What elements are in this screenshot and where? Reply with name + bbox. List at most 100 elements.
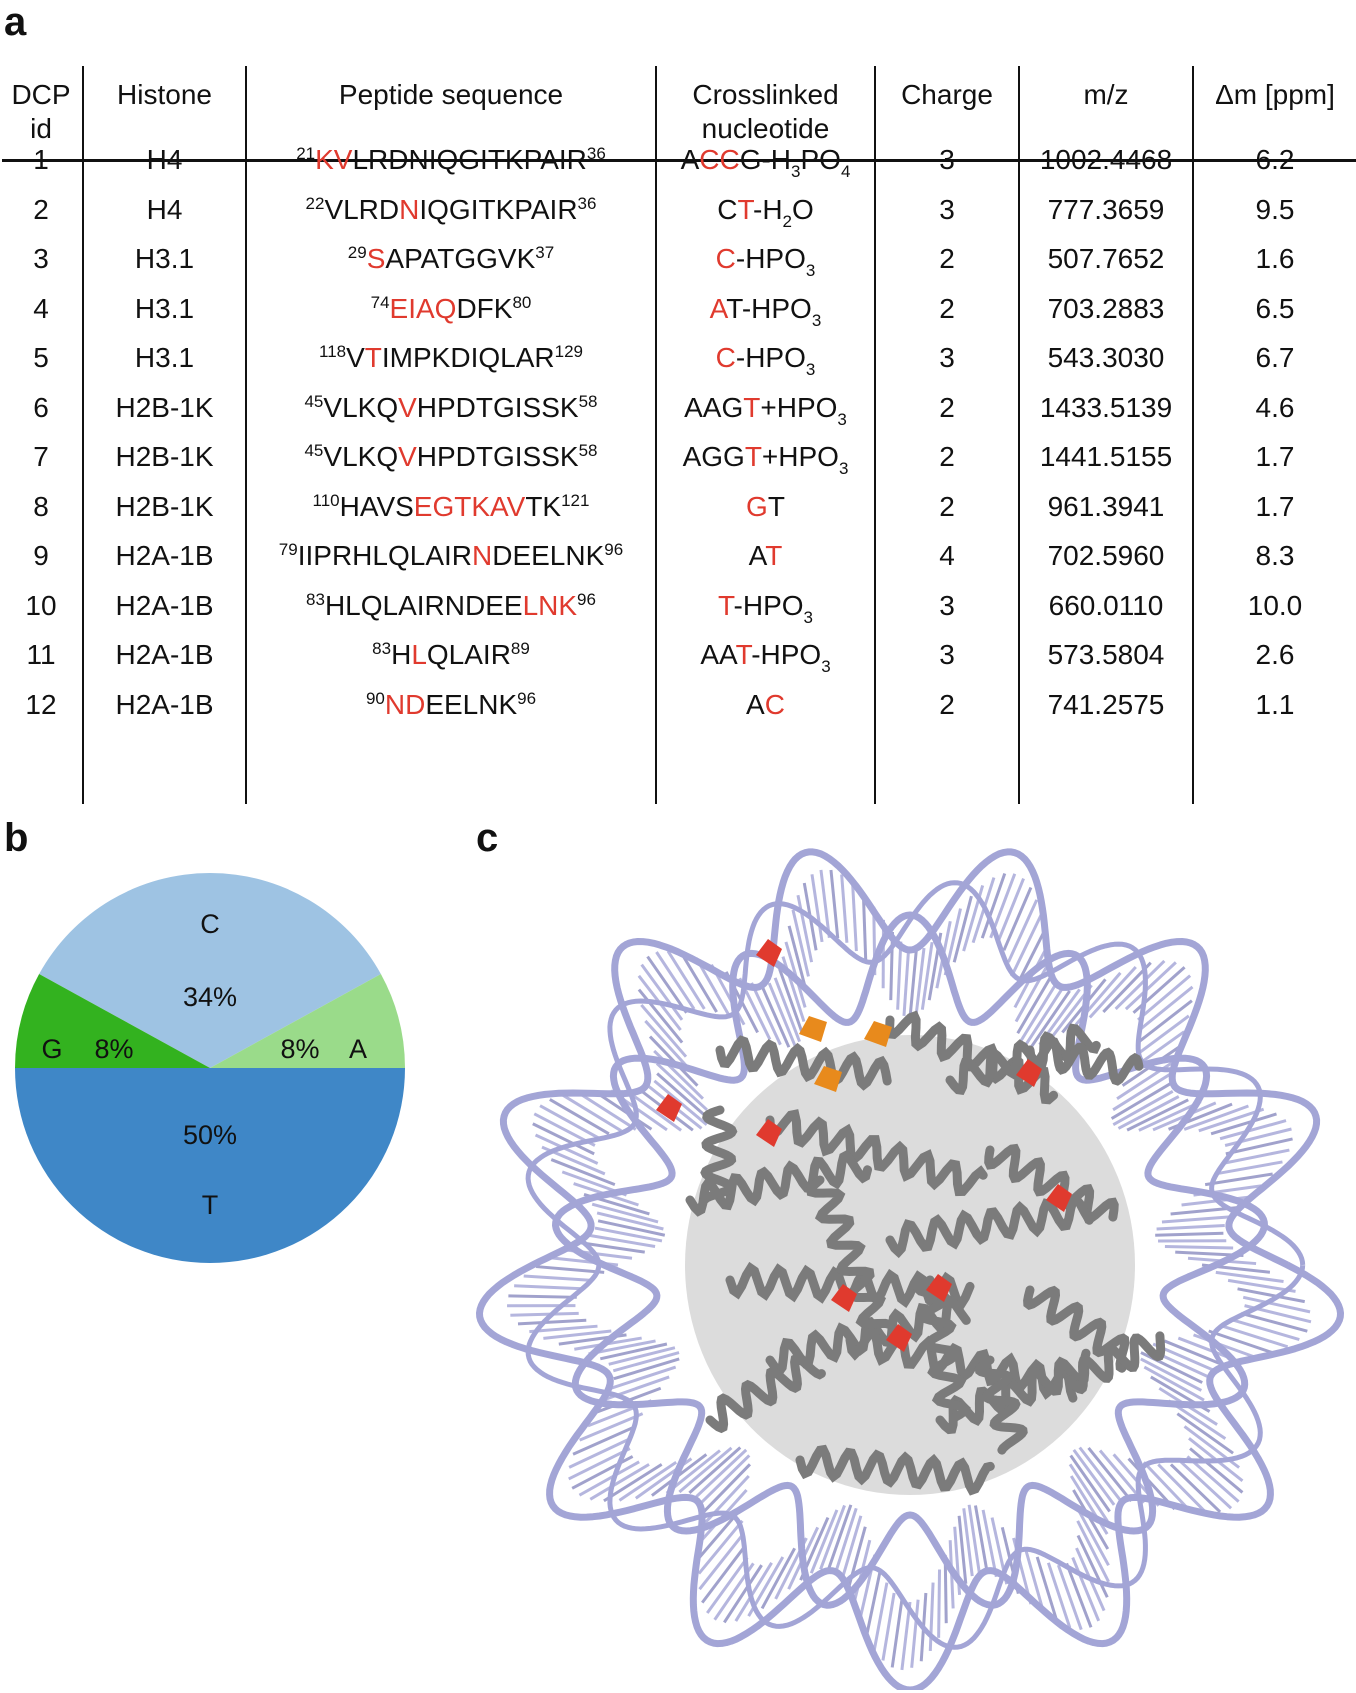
peptide-sequence-cell: 118VTIMPKDIQLAR129	[247, 341, 655, 375]
crosslinked-residue: KV	[315, 144, 353, 175]
dna-base-pair	[1114, 959, 1166, 1011]
pie-slice-A	[210, 974, 405, 1068]
dna-base-pair	[701, 1463, 752, 1515]
sequence-segment: LRDNIQGITKPAIR	[352, 144, 587, 175]
dna-base-pair	[1065, 1562, 1093, 1628]
index-number: 96	[604, 540, 624, 559]
index-number: 4	[840, 162, 851, 181]
histone-alpha-helix	[765, 1109, 988, 1197]
dna-base-pair	[1117, 1095, 1180, 1130]
histone-alpha-helix	[685, 1149, 872, 1217]
dna-base-pair	[666, 950, 706, 1010]
delta-m-cell: 6.5	[1255, 292, 1295, 324]
peptide-sequence-cell: 29SAPATGGVK37	[247, 242, 655, 276]
dna-base-pair	[1019, 982, 1058, 1043]
crosslink-site-red	[756, 1119, 782, 1147]
dna-base-pair	[1222, 1148, 1290, 1165]
delta-m-cell: 1.1	[1255, 688, 1295, 720]
histone-cell: H2A-1B	[115, 540, 214, 571]
sequence-segment: PO	[800, 144, 841, 175]
sequence-segment: T-HPO	[726, 292, 812, 324]
header-peptide-sequence: Peptide sequence	[338, 79, 564, 110]
crosslinked-nucleotide-cell: CT-H2O	[657, 193, 874, 230]
delta-m-cell: 6.7	[1255, 342, 1295, 373]
charge-cell: 2	[939, 292, 955, 324]
dna-base-pair	[1074, 1504, 1110, 1567]
dna-base-pair	[1068, 1463, 1109, 1523]
panel-label-a: a	[4, 0, 27, 44]
crosslinked-residue: T	[743, 391, 761, 423]
charge-cell: 3	[939, 144, 955, 175]
sequence-segment: -HPO	[735, 243, 806, 274]
dna-base-pair	[872, 1582, 889, 1651]
sequence-segment: HPDTGISSK	[416, 441, 579, 472]
dna-base-pair	[1078, 1446, 1123, 1503]
dna-base-pair	[851, 1539, 872, 1607]
index-number: 83	[306, 589, 325, 609]
crosslink-site-orange	[864, 1021, 892, 1047]
crosslinked-nucleotide-cell: AAGT+HPO3	[657, 391, 874, 428]
dcp-id: 9	[33, 540, 49, 571]
index-number: 3	[805, 360, 816, 379]
index-number: 3	[837, 409, 847, 429]
dna-base-pair	[760, 1547, 796, 1610]
index-number: 74	[370, 292, 390, 312]
header-delta-m-ppm: Δm [ppm]	[1215, 79, 1335, 110]
delta-m-cell: 9.5	[1255, 193, 1295, 225]
dna-base-pair	[760, 984, 791, 1048]
sequence-segment: +HPO	[760, 391, 838, 423]
dna-base-pair	[1240, 1311, 1308, 1333]
dna-base-pair	[678, 1446, 733, 1494]
dna-base-pair	[535, 1265, 605, 1274]
crosslink-site-red	[886, 1324, 912, 1352]
dna-base-pair	[1069, 1454, 1111, 1513]
sequence-segment: AAG	[684, 391, 744, 423]
histone-cell: H2A-1B	[115, 589, 214, 621]
dna-base-pair	[695, 957, 732, 1019]
crosslinked-nucleotide-cell: T-HPO3	[657, 589, 874, 626]
index-number: 3	[803, 607, 814, 627]
dna-base-pair	[1112, 1089, 1174, 1126]
crosslink-site-red	[926, 1274, 952, 1302]
crosslink-site-red	[1016, 1059, 1042, 1087]
dna-base-pair	[539, 1104, 601, 1141]
dna-base-pair	[1233, 1318, 1300, 1341]
dna-base-pair	[1035, 1556, 1059, 1623]
index-number: 36	[586, 144, 606, 163]
dna-base-pair	[603, 1463, 663, 1503]
mz-cell: 703.2883	[1047, 292, 1165, 324]
index-number: 37	[535, 243, 555, 262]
pie-slice-percent: 8%	[94, 1034, 133, 1064]
crosslinked-nucleotide-cell: ACCG-H3PO4	[657, 143, 874, 180]
crosslinked-residue: N	[399, 193, 420, 225]
dna-base-pair	[1169, 1463, 1222, 1514]
histone-cell: H2A-1B	[115, 688, 214, 720]
dna-base-pair	[550, 1158, 616, 1187]
dna-base-pair	[549, 1098, 610, 1136]
mz-cell: 543.3030	[1047, 342, 1165, 373]
dna-base-pair	[1242, 1295, 1311, 1314]
sequence-segment: V	[346, 342, 365, 373]
delta-m-cell: 2.6	[1255, 639, 1295, 670]
dna-base-pair	[1029, 990, 1071, 1049]
dna-base-pair	[1164, 1244, 1234, 1250]
delta-m-cell: 1.7	[1255, 441, 1295, 472]
dna-base-pair	[900, 1601, 912, 1671]
dna-base-pair	[796, 894, 814, 963]
crosslinked-residue: N	[472, 540, 493, 571]
index-number: 89	[510, 639, 530, 658]
dna-base-pair	[593, 1090, 653, 1131]
histone-alpha-helix	[1065, 1331, 1166, 1395]
crosslink-site-red	[1046, 1184, 1072, 1212]
index-number: 118	[319, 342, 347, 361]
histone-cell: H2B-1K	[115, 391, 214, 423]
dna-base-pair	[1161, 1215, 1231, 1224]
crosslinked-nucleotide-cell: C-HPO3	[657, 341, 874, 378]
charge-cell: 2	[939, 391, 955, 423]
dna-base-pair	[591, 1202, 659, 1224]
index-number: 3	[838, 459, 849, 478]
dna-base-pair	[644, 1019, 693, 1073]
dna-base-pair	[596, 1211, 664, 1231]
dna-base-pair	[750, 982, 782, 1046]
dna-base-pair	[1014, 961, 1051, 1023]
